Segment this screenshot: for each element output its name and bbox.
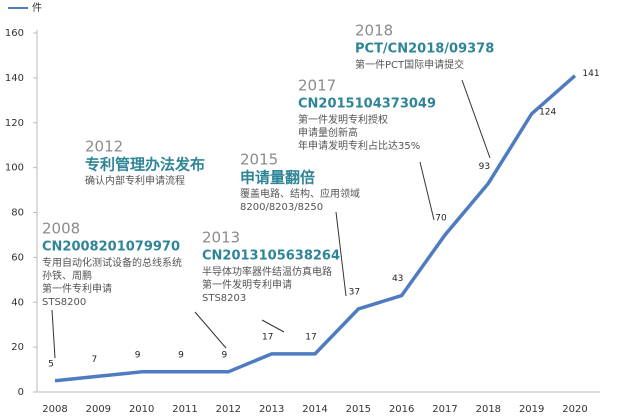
annotation-year: 2012: [85, 138, 123, 156]
value-label: 70: [435, 213, 447, 223]
x-tick-label: 2019: [519, 404, 544, 415]
y-tick-label: 60: [11, 252, 24, 263]
value-label: 141: [582, 69, 599, 79]
leader-line: [194, 311, 227, 349]
annotation-headline: CN2013105638264: [202, 249, 340, 264]
value-label: 93: [479, 162, 490, 172]
annotation-line: 专用自动化测试设备的总线系统: [42, 256, 182, 269]
annotation-year: 2017: [298, 77, 336, 95]
leader-line: [419, 161, 435, 221]
y-tick-label: 120: [5, 118, 24, 129]
annotation-year: 2018: [355, 22, 393, 40]
annotation-line: 申请量创新高: [298, 126, 358, 139]
annotation-line: 年申请发明专利占比达35%: [298, 139, 420, 152]
annotation-line: 覆盖电路、结构、应用领域: [240, 187, 360, 200]
annotation-line: 第一件PCT国际申请提交: [355, 58, 464, 71]
y-tick-label: 0: [18, 387, 24, 398]
x-tick-label: 2017: [432, 404, 457, 415]
y-tick-label: 20: [11, 342, 24, 353]
x-tick-label: 2014: [302, 404, 327, 415]
x-tick-label: 2009: [86, 404, 111, 415]
value-label: 7: [91, 355, 97, 365]
annotation-line: 第一件发明专利申请: [202, 278, 292, 291]
annotation-line: 8200/8203/8250: [240, 202, 323, 213]
y-tick-label: 160: [5, 28, 24, 39]
x-tick-label: 2008: [42, 404, 67, 415]
annotation-line: 半导体功率器件结温仿真电路: [202, 265, 332, 278]
y-tick-label: 140: [5, 73, 24, 84]
annotation-line: 第一件专利申请: [42, 282, 112, 295]
leader-line: [51, 309, 56, 359]
value-label: 17: [305, 332, 316, 342]
x-tick-label: 2012: [216, 404, 241, 415]
annotation-headline: CN2015104373049: [298, 97, 436, 112]
annotation-headline: PCT/CN2018/09378: [355, 42, 494, 57]
y-tick-label: 100: [5, 163, 24, 174]
value-label: 124: [539, 107, 556, 117]
leader-line: [335, 211, 347, 297]
annotation-line: STS8203: [202, 293, 246, 304]
legend-label: 件: [32, 2, 42, 14]
annotation-year: 2008: [42, 220, 80, 238]
value-label: 17: [262, 332, 273, 342]
annotation-line: STS8200: [42, 297, 86, 308]
annotation-line: 孙铁、周鹏: [42, 269, 92, 282]
leader-line: [461, 79, 491, 159]
leader-line: [261, 319, 285, 333]
annotation-year: 2015: [240, 151, 278, 169]
value-label: 9: [221, 350, 227, 360]
annotation-line: 确认内部专利申请流程: [85, 174, 185, 187]
value-label: 5: [48, 359, 54, 369]
annotation-headline: CN2008201079970: [42, 240, 180, 255]
annotation-year: 2013: [202, 229, 240, 247]
y-tick-label: 40: [11, 297, 24, 308]
annotation-headline: 申请量翻倍: [240, 169, 315, 187]
x-tick-label: 2015: [346, 404, 371, 415]
x-tick-label: 2020: [562, 404, 587, 415]
x-tick-label: 2011: [172, 404, 197, 415]
data-line: [54, 74, 577, 383]
value-label: 43: [392, 274, 403, 284]
annotation-line: 第一件发明专利授权: [298, 113, 388, 126]
leader-lines: [51, 79, 491, 359]
y-tick-label: 80: [11, 208, 24, 219]
annotation-headline: 专利管理办法发布: [85, 156, 205, 174]
value-label: 9: [178, 350, 184, 360]
x-tick-label: 2018: [476, 404, 501, 415]
x-tick-label: 2013: [259, 404, 284, 415]
value-label: 37: [349, 287, 360, 297]
value-label: 9: [135, 350, 141, 360]
x-tick-label: 2010: [129, 404, 154, 415]
x-tick-label: 2016: [389, 404, 414, 415]
